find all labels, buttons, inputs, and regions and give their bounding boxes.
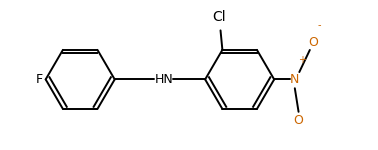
Text: F: F [36,73,43,86]
Text: Cl: Cl [212,11,225,24]
Text: +: + [297,55,305,65]
Text: O: O [294,114,304,127]
Text: HN: HN [154,73,173,86]
Text: -: - [318,20,321,30]
Text: N: N [290,73,299,86]
Text: O: O [308,36,318,49]
